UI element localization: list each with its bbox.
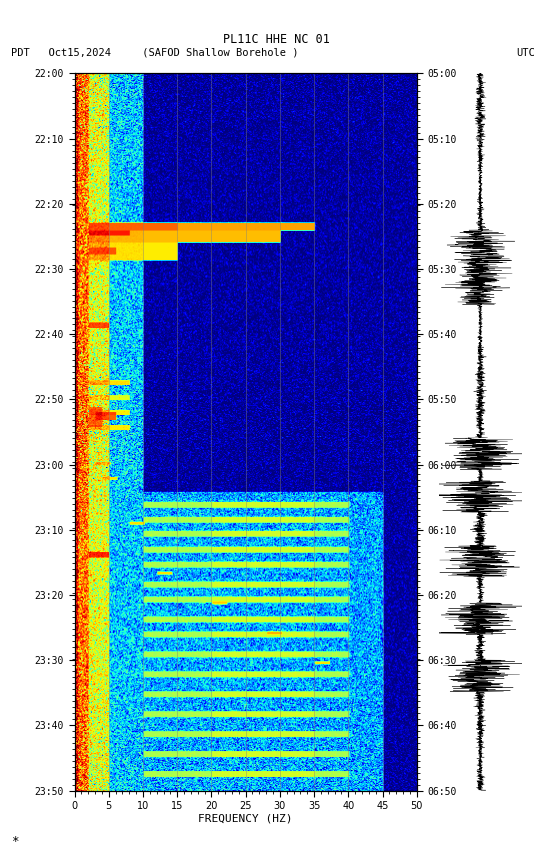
- Text: PDT   Oct15,2024     (SAFOD Shallow Borehole ): PDT Oct15,2024 (SAFOD Shallow Borehole ): [11, 48, 299, 58]
- X-axis label: FREQUENCY (HZ): FREQUENCY (HZ): [198, 814, 293, 823]
- Text: PL11C HHE NC 01: PL11C HHE NC 01: [222, 33, 330, 46]
- Text: UTC: UTC: [517, 48, 535, 58]
- Text: *: *: [11, 835, 19, 848]
